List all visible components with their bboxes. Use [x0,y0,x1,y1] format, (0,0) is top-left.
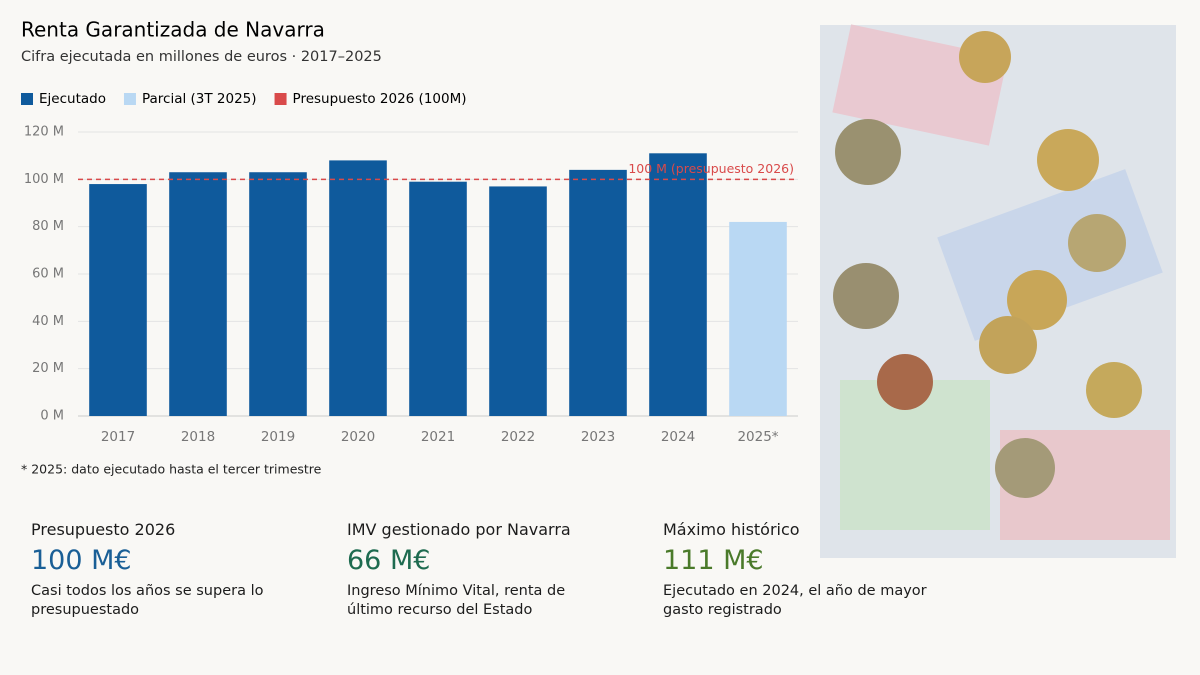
legend-label: Ejecutado [39,91,106,107]
x-tick-label: 2019 [261,429,295,445]
x-tick-label: 2022 [501,429,535,445]
y-tick-label: 20 M [32,361,64,376]
kpi-card: Presupuesto 2026 100 M€ Casi todos los a… [31,520,311,620]
kpi-label: IMV gestionado por Navarra [347,520,571,539]
x-tick-label: 2024 [661,429,695,445]
bar [569,169,627,416]
bar [169,172,227,416]
footnote: * 2025: dato ejecutado hasta el tercer t… [21,462,322,477]
bar [729,221,787,416]
kpi-value: 66 M€ [347,545,431,576]
legend-swatch [123,93,136,105]
kpi-description: Ingreso Mínimo Vital, renta de último re… [347,583,566,618]
bar [329,160,387,416]
bar [249,172,307,416]
chart-title: Renta Garantizada de Navarra [21,18,325,42]
y-tick-label: 40 M [32,314,64,329]
y-tick-label: 100 M [24,172,64,187]
bar [409,181,467,416]
kpi-description: Ejecutado en 2024, el año de mayor gasto… [663,583,927,618]
chart-subtitle: Cifra ejecutada en millones de euros · 2… [21,49,382,65]
x-tick-label: 2017 [101,429,135,445]
y-tick-label: 0 M [40,409,64,424]
kpi-card: IMV gestionado por Navarra 66 M€ Ingreso… [347,520,627,620]
kpi-value: 111 M€ [663,545,764,576]
x-tick-label: 2018 [181,429,215,445]
photo [820,24,1176,558]
y-tick-label: 80 M [32,219,64,234]
legend-swatch [274,93,287,105]
reference-label: 100 M (presupuesto 2026) [628,161,794,176]
kpi-value: 100 M€ [31,545,132,576]
bar [489,186,547,416]
kpi-label: Presupuesto 2026 [31,520,176,539]
x-tick-label: 2020 [341,429,375,445]
kpi-card: Máximo histórico 111 M€ Ejecutado en 202… [663,520,943,620]
kpi-label: Máximo histórico [663,520,800,539]
kpi-description: Casi todos los años se supera lo presupu… [31,583,264,618]
legend-label: Parcial (3T 2025) [142,91,257,107]
x-tick-label: 2025* [737,429,778,445]
x-tick-label: 2023 [581,429,615,445]
bar [649,153,707,417]
y-tick-label: 120 M [24,125,64,140]
legend-label: Presupuesto 2026 (100M) [293,91,467,107]
x-tick-label: 2021 [421,429,455,445]
bar [89,184,147,416]
y-tick-label: 60 M [32,267,64,282]
legend-swatch [21,93,33,105]
